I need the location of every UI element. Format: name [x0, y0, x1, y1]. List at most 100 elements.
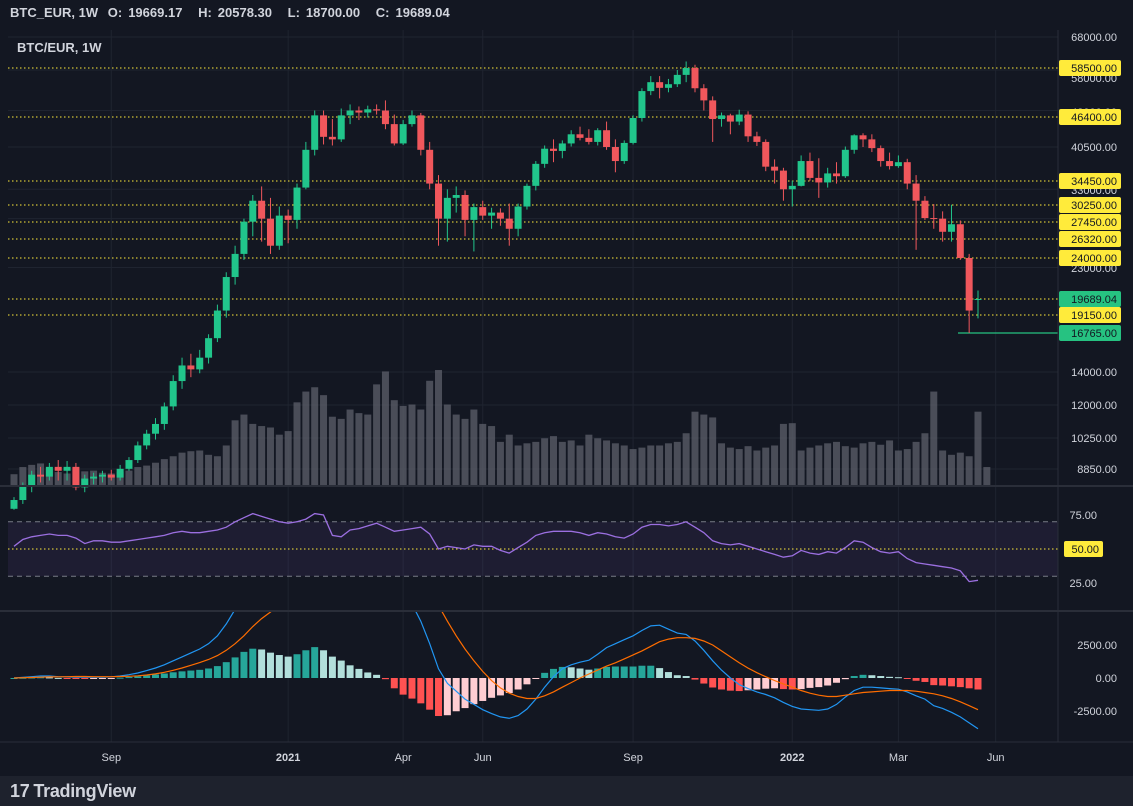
volume-bar [744, 446, 752, 485]
price-tick-label: 40500.00 [1071, 142, 1117, 154]
macd-histogram-bar [664, 672, 672, 678]
candle-body [824, 173, 832, 183]
candle-body [753, 136, 761, 142]
level-badge [1059, 250, 1121, 266]
candle-body [965, 258, 973, 311]
time-tick-label: 2022 [780, 752, 804, 764]
volume-bar [771, 445, 779, 485]
volume-bar [408, 404, 416, 485]
candle-body [143, 433, 151, 446]
signal-line [13, 612, 979, 711]
volume-bar [461, 418, 469, 485]
chart-area[interactable]: 68000.0058000.0048000.0040500.0033000.00… [0, 0, 1133, 776]
candle-body [328, 136, 336, 140]
candle-body [488, 212, 496, 216]
symbol-name[interactable]: BTC_EUR, 1W [10, 5, 99, 20]
macd-histogram-bar [10, 678, 18, 679]
candle-body [832, 173, 840, 177]
candle-body [868, 139, 876, 149]
tradingview-logo[interactable]: 17 TradingView [10, 781, 136, 802]
volume-bar [788, 423, 796, 485]
volume-bar [178, 452, 186, 485]
tradingview-logo-icon: 17 [10, 781, 30, 801]
macd-histogram-bar [116, 677, 124, 679]
volume-bar [143, 465, 151, 485]
volume-bar [576, 445, 584, 485]
candle-body [160, 406, 168, 424]
macd-histogram-bar [222, 662, 230, 678]
volume-bar [762, 447, 770, 485]
macd-histogram-bar [532, 678, 540, 679]
volume-bar [983, 467, 991, 485]
macd-histogram-bar [284, 656, 292, 678]
candle-body [426, 149, 434, 184]
candle-body [452, 195, 460, 198]
volume-bar [293, 402, 301, 485]
volume-bar [426, 380, 434, 485]
volume-bar [134, 467, 142, 485]
time-tick-label: Jun [987, 752, 1005, 764]
candle-body [337, 115, 345, 140]
macd-histogram-bar [514, 678, 522, 690]
candle-body [947, 224, 955, 232]
macd-histogram-bar [859, 674, 867, 678]
volume-bar [452, 414, 460, 485]
footer-bar: 17 TradingView [0, 776, 1133, 806]
rsi-level-badge [1064, 541, 1103, 557]
candle-body [815, 177, 823, 183]
macd-histogram-bar [629, 666, 637, 678]
volume-bar [594, 438, 602, 485]
macd-histogram-bar [974, 678, 982, 690]
macd-histogram-bar [107, 678, 115, 679]
macd-histogram-bar [90, 678, 98, 679]
macd-histogram-bar [302, 650, 310, 678]
volume-bar [585, 434, 593, 485]
candle-body [98, 474, 106, 477]
volume-bar [443, 404, 451, 485]
axes: 68000.0058000.0048000.0040500.0033000.00… [0, 30, 1133, 764]
candle-body [479, 207, 487, 216]
rsi-level-badge-label: 50.00 [1071, 544, 1099, 556]
level-badge [1059, 214, 1121, 230]
macd-histogram-bar [81, 678, 89, 679]
volume-bar [824, 443, 832, 485]
volume-bar [266, 427, 274, 485]
volume-bar [956, 452, 964, 485]
candle-body [399, 124, 407, 144]
volume-bar [470, 409, 478, 485]
time-tick-label: Mar [889, 752, 908, 764]
macd-line [13, 612, 979, 730]
candle-body [505, 218, 513, 229]
volume-bar [399, 405, 407, 485]
macd-histogram-bar [868, 675, 876, 678]
candle-body [240, 221, 248, 254]
macd-histogram-bar [647, 665, 655, 678]
macd-histogram-bar [700, 678, 708, 684]
candle-body [443, 197, 451, 219]
price-badges: 50.00 58500.00 46400.00 34450.00 30250.00 274… [1059, 60, 1121, 557]
volume-bar [364, 414, 372, 485]
macd-histogram-bar [762, 678, 770, 689]
volume-bar [523, 443, 531, 485]
time-tick-label: Sep [623, 752, 643, 764]
volume-bar [496, 441, 504, 485]
candle-body [435, 183, 443, 219]
macd-histogram-bar [160, 673, 168, 678]
chart-legend: BTC/EUR, 1W [17, 40, 102, 55]
macd-histogram-bar [479, 678, 487, 701]
candle-body [266, 218, 274, 246]
macd-histogram-bar [691, 678, 699, 680]
volume-bar [558, 441, 566, 485]
volume-bar [939, 450, 947, 485]
macd-histogram-bar [594, 668, 602, 678]
volume-bar [877, 444, 885, 485]
volume-bar [965, 456, 973, 485]
volume-bar [930, 391, 938, 485]
candle-body [638, 91, 646, 119]
level-badge [1059, 60, 1121, 76]
candle-body [886, 161, 894, 167]
volume-bar [832, 441, 840, 485]
price-tick-label: 10250.00 [1071, 433, 1117, 445]
macd-histogram-bar [947, 678, 955, 687]
macd-histogram-bar [549, 668, 557, 678]
